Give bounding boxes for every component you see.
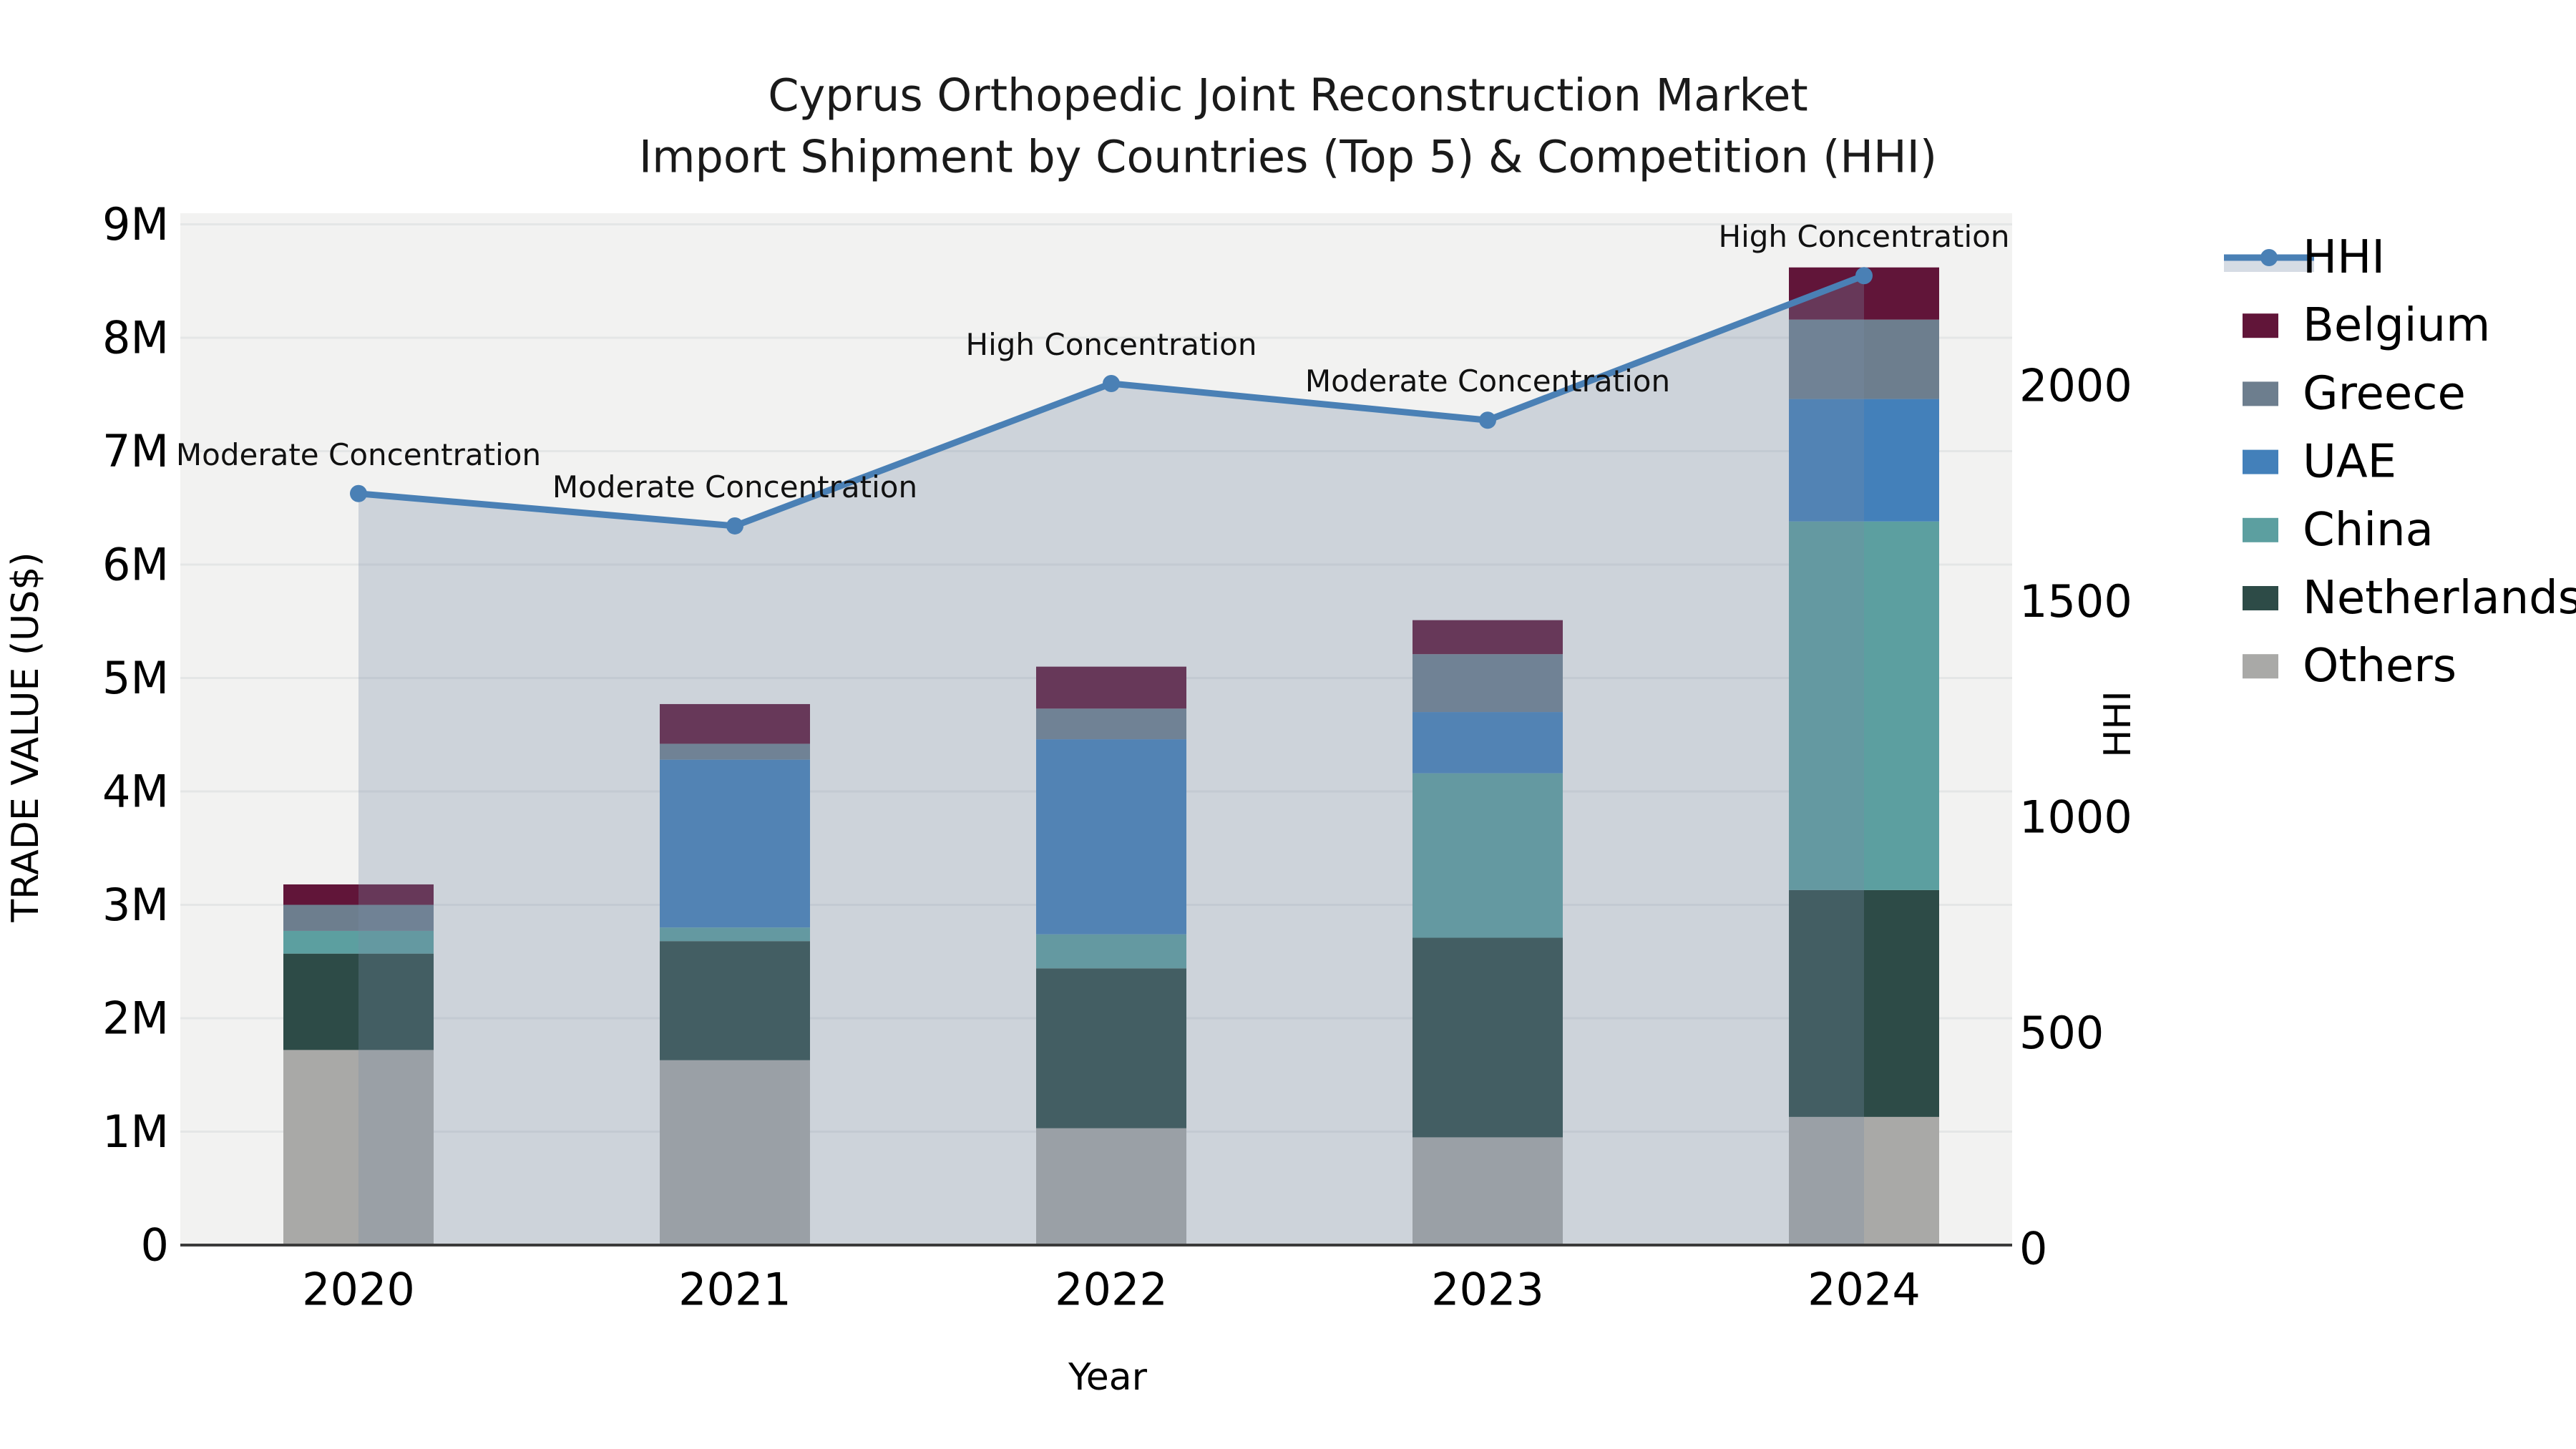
hhi-marker-2022 (1103, 374, 1120, 392)
legend-label-hhi: HHI (2303, 231, 2385, 284)
bar-segment-2024-greece (1789, 319, 1939, 399)
bar-segment-2021-uae (660, 759, 810, 928)
legend-label-belgium: Belgium (2303, 299, 2490, 352)
legend-label-uae: UAE (2303, 436, 2396, 489)
bar-segment-2021-others (660, 1060, 810, 1245)
y-right-tick-500: 500 (2019, 1007, 2104, 1059)
bar-segment-2023-greece (1413, 654, 1563, 713)
bar-segment-2021-belgium (660, 703, 810, 744)
hhi-marker-2020 (350, 484, 367, 502)
annotation-2021: Moderate Concentration (552, 469, 917, 504)
bar-segment-2020-greece (283, 904, 434, 931)
y-left-tick-4M: 4M (102, 766, 169, 818)
legend-swatch-china (2243, 517, 2278, 542)
bar-segment-2021-netherlands (660, 941, 810, 1060)
y-right-tick-0: 0 (2019, 1223, 2047, 1275)
bar-segment-2022-belgium (1036, 666, 1186, 709)
bar-segment-2022-netherlands (1036, 968, 1186, 1128)
bar-segment-2020-netherlands (283, 953, 434, 1050)
y-left-tick-1M: 1M (102, 1106, 169, 1158)
bar-segment-2024-others (1789, 1116, 1939, 1245)
bar-segment-2023-china (1413, 773, 1563, 938)
x-axis-label: Year (1068, 1356, 1148, 1399)
y-left-tick-3M: 3M (102, 879, 169, 931)
hhi-area-fill (358, 275, 1864, 1245)
bar-segment-2023-netherlands (1413, 937, 1563, 1138)
hhi-marker-2021 (726, 517, 743, 535)
y-left-tick-0: 0 (141, 1219, 169, 1272)
bar-segment-2024-netherlands (1789, 889, 1939, 1117)
legend-hhi-marker-icon (2260, 249, 2278, 266)
hhi-marker-2023 (1479, 411, 1496, 429)
bar-segment-2021-greece (660, 743, 810, 760)
hhi-marker-2024 (1855, 267, 1873, 285)
bar-segment-2021-china (660, 927, 810, 942)
annotation-2023: Moderate Concentration (1305, 364, 1670, 399)
y-right-tick-1500: 1500 (2019, 575, 2132, 628)
y-right-tick-2000: 2000 (2019, 360, 2132, 412)
legend-label-netherlands: Netherlands (2303, 572, 2576, 625)
x-tick-2021: 2021 (678, 1264, 791, 1316)
annotation-2020: Moderate Concentration (176, 437, 541, 472)
chart-title-line2: Import Shipment by Countries (Top 5) & C… (639, 131, 1937, 183)
y-left-axis-label: TRADE VALUE (US$) (4, 552, 47, 922)
y-left-tick-6M: 6M (102, 539, 169, 591)
bar-segment-2022-greece (1036, 708, 1186, 740)
bar-segment-2020-others (283, 1050, 434, 1245)
bar-segment-2020-belgium (283, 884, 434, 905)
bar-segment-2020-china (283, 930, 434, 954)
annotation-2024: High Concentration (1719, 219, 2010, 254)
y-left-tick-7M: 7M (102, 425, 169, 477)
legend-label-others: Others (2303, 640, 2457, 693)
y-right-axis-label: HHI (2097, 691, 2140, 758)
legend-swatch-belgium (2243, 313, 2278, 338)
x-tick-2023: 2023 (1431, 1264, 1544, 1316)
x-tick-2020: 2020 (302, 1264, 415, 1316)
legend-label-greece: Greece (2303, 367, 2466, 420)
y-left-tick-5M: 5M (102, 652, 169, 704)
bar-segment-2024-uae (1789, 399, 1939, 522)
bar-segment-2024-china (1789, 521, 1939, 890)
legend-swatch-greece (2243, 381, 2278, 406)
bar-segment-2023-others (1413, 1137, 1563, 1245)
x-tick-2024: 2024 (1807, 1264, 1921, 1316)
bar-segment-2022-china (1036, 934, 1186, 969)
chart-title-line1: Cyprus Orthopedic Joint Reconstruction M… (768, 69, 1807, 122)
bar-segment-2022-others (1036, 1128, 1186, 1245)
y-right-tick-1000: 1000 (2019, 791, 2132, 844)
y-left-tick-2M: 2M (102, 992, 169, 1045)
bar-segment-2023-uae (1413, 712, 1563, 774)
legend-label-china: China (2303, 504, 2434, 557)
bar-segment-2023-belgium (1413, 620, 1563, 655)
legend-swatch-netherlands (2243, 586, 2278, 610)
legend-swatch-uae (2243, 449, 2278, 474)
y-left-tick-9M: 9M (102, 198, 169, 250)
bar-segment-2022-uae (1036, 739, 1186, 935)
x-tick-2022: 2022 (1055, 1264, 1168, 1316)
legend-swatch-others (2243, 654, 2278, 679)
annotation-2022: High Concentration (966, 327, 1257, 362)
y-left-tick-8M: 8M (102, 312, 169, 364)
